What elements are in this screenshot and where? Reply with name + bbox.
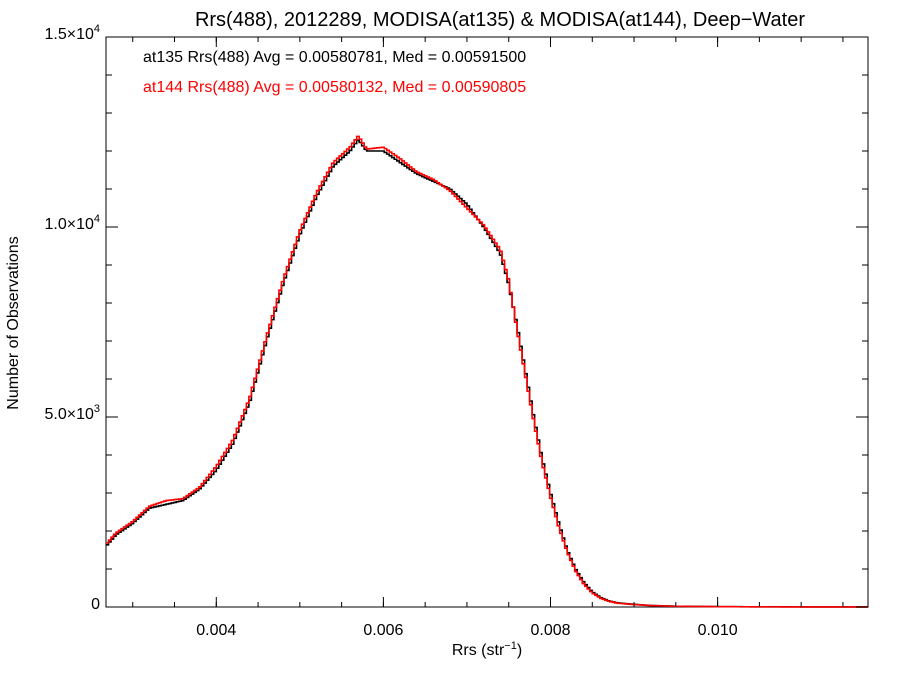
y-tick-exponent: 4 [94, 23, 100, 35]
y-tick-mantissa: 5.0×10 [44, 406, 93, 423]
x-axis-label-sup: −1 [504, 640, 517, 652]
y-tick-exponent: 3 [94, 403, 100, 415]
chart-title: Rrs(488), 2012289, MODISA(at135) & MODIS… [195, 9, 805, 31]
x-tick-label: 0.010 [698, 622, 738, 639]
legend-entry-at144: at144 Rrs(488) Avg = 0.00580132, Med = 0… [143, 79, 526, 96]
plot-frame [105, 36, 869, 608]
y-tick-exponent: 4 [94, 213, 100, 225]
series-layer [106, 135, 868, 608]
x-axis-label-close: ) [517, 642, 522, 659]
x-tick-label: 0.004 [196, 622, 236, 639]
y-tick-label: 0 [91, 596, 100, 613]
x-tick-label: 0.006 [363, 622, 403, 639]
x-axis: 0.004 0.006 0.008 0.010 [132, 37, 844, 639]
y-axis-label: Number of Observations [5, 236, 22, 409]
y-tick-mantissa: 1.5×10 [44, 26, 93, 43]
x-axis-label: Rrs (str−1) [452, 640, 522, 659]
x-tick-label: 0.008 [530, 622, 570, 639]
legend: at135 Rrs(488) Avg = 0.00580781, Med = 0… [143, 49, 526, 96]
y-tick-label: 1.0×104 [44, 213, 100, 233]
y-tick-label: 1.5×104 [44, 23, 100, 43]
plot-area [105, 36, 869, 608]
x-axis-label-base: Rrs (str [452, 642, 505, 659]
y-tick-mantissa: 0 [91, 596, 100, 613]
legend-entry-at135: at135 Rrs(488) Avg = 0.00580781, Med = 0… [143, 49, 526, 66]
series-line-at135 [106, 139, 868, 608]
series-line-at144 [106, 135, 868, 608]
y-tick-mantissa: 1.0×10 [44, 216, 93, 233]
y-tick-label: 5.0×103 [44, 403, 100, 423]
